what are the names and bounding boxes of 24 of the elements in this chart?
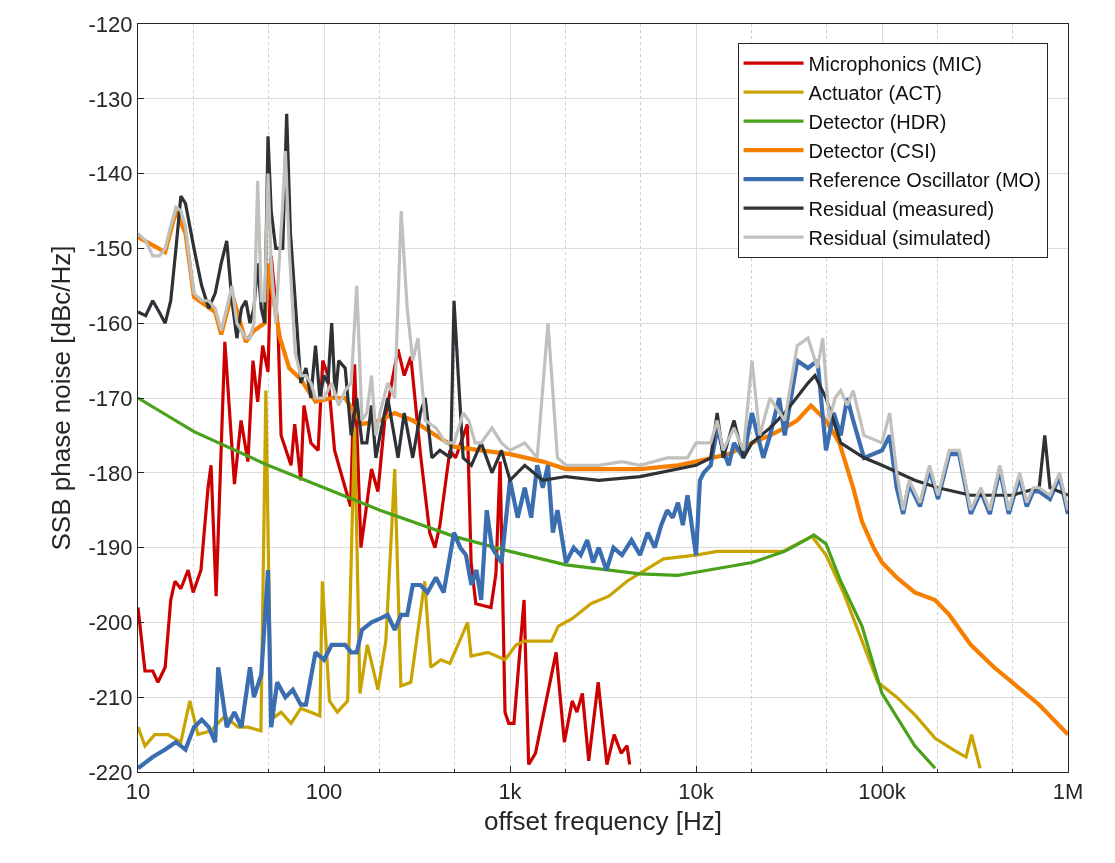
- y-tick-label: -140: [88, 161, 133, 187]
- legend-label: Microphonics (MIC): [808, 53, 982, 75]
- x-tick-label: 100k: [858, 779, 907, 805]
- y-tick-label: -160: [88, 310, 133, 336]
- y-tick-label: -130: [88, 86, 133, 112]
- x-tick-label: 1M: [1052, 779, 1084, 805]
- legend-label: Detector (HDR): [808, 111, 947, 133]
- x-tick-label: 1k: [498, 779, 523, 805]
- y-tick-label: -200: [88, 610, 133, 636]
- legend-label: Residual (simulated): [808, 227, 991, 249]
- y-tick-label: -120: [88, 11, 133, 37]
- x-tick-label: 10k: [678, 779, 715, 805]
- y-tick-label: -180: [88, 460, 133, 486]
- x-tick-label: 100: [305, 779, 343, 805]
- y-tick-label: -190: [88, 535, 133, 561]
- legend-label: Detector (CSI): [808, 140, 937, 162]
- x-axis-title: offset frequency [Hz]: [484, 806, 722, 837]
- legend-label: Actuator (ACT): [808, 82, 942, 104]
- y-axis-title: SSB phase noise [dBc/Hz]: [45, 245, 76, 551]
- y-tick-label: -210: [88, 684, 133, 710]
- y-tick-label: -170: [88, 385, 133, 411]
- y-tick-label: -150: [88, 236, 133, 262]
- legend-label: Reference Oscillator (MO): [808, 169, 1041, 191]
- legend-label: Residual (measured): [808, 198, 995, 220]
